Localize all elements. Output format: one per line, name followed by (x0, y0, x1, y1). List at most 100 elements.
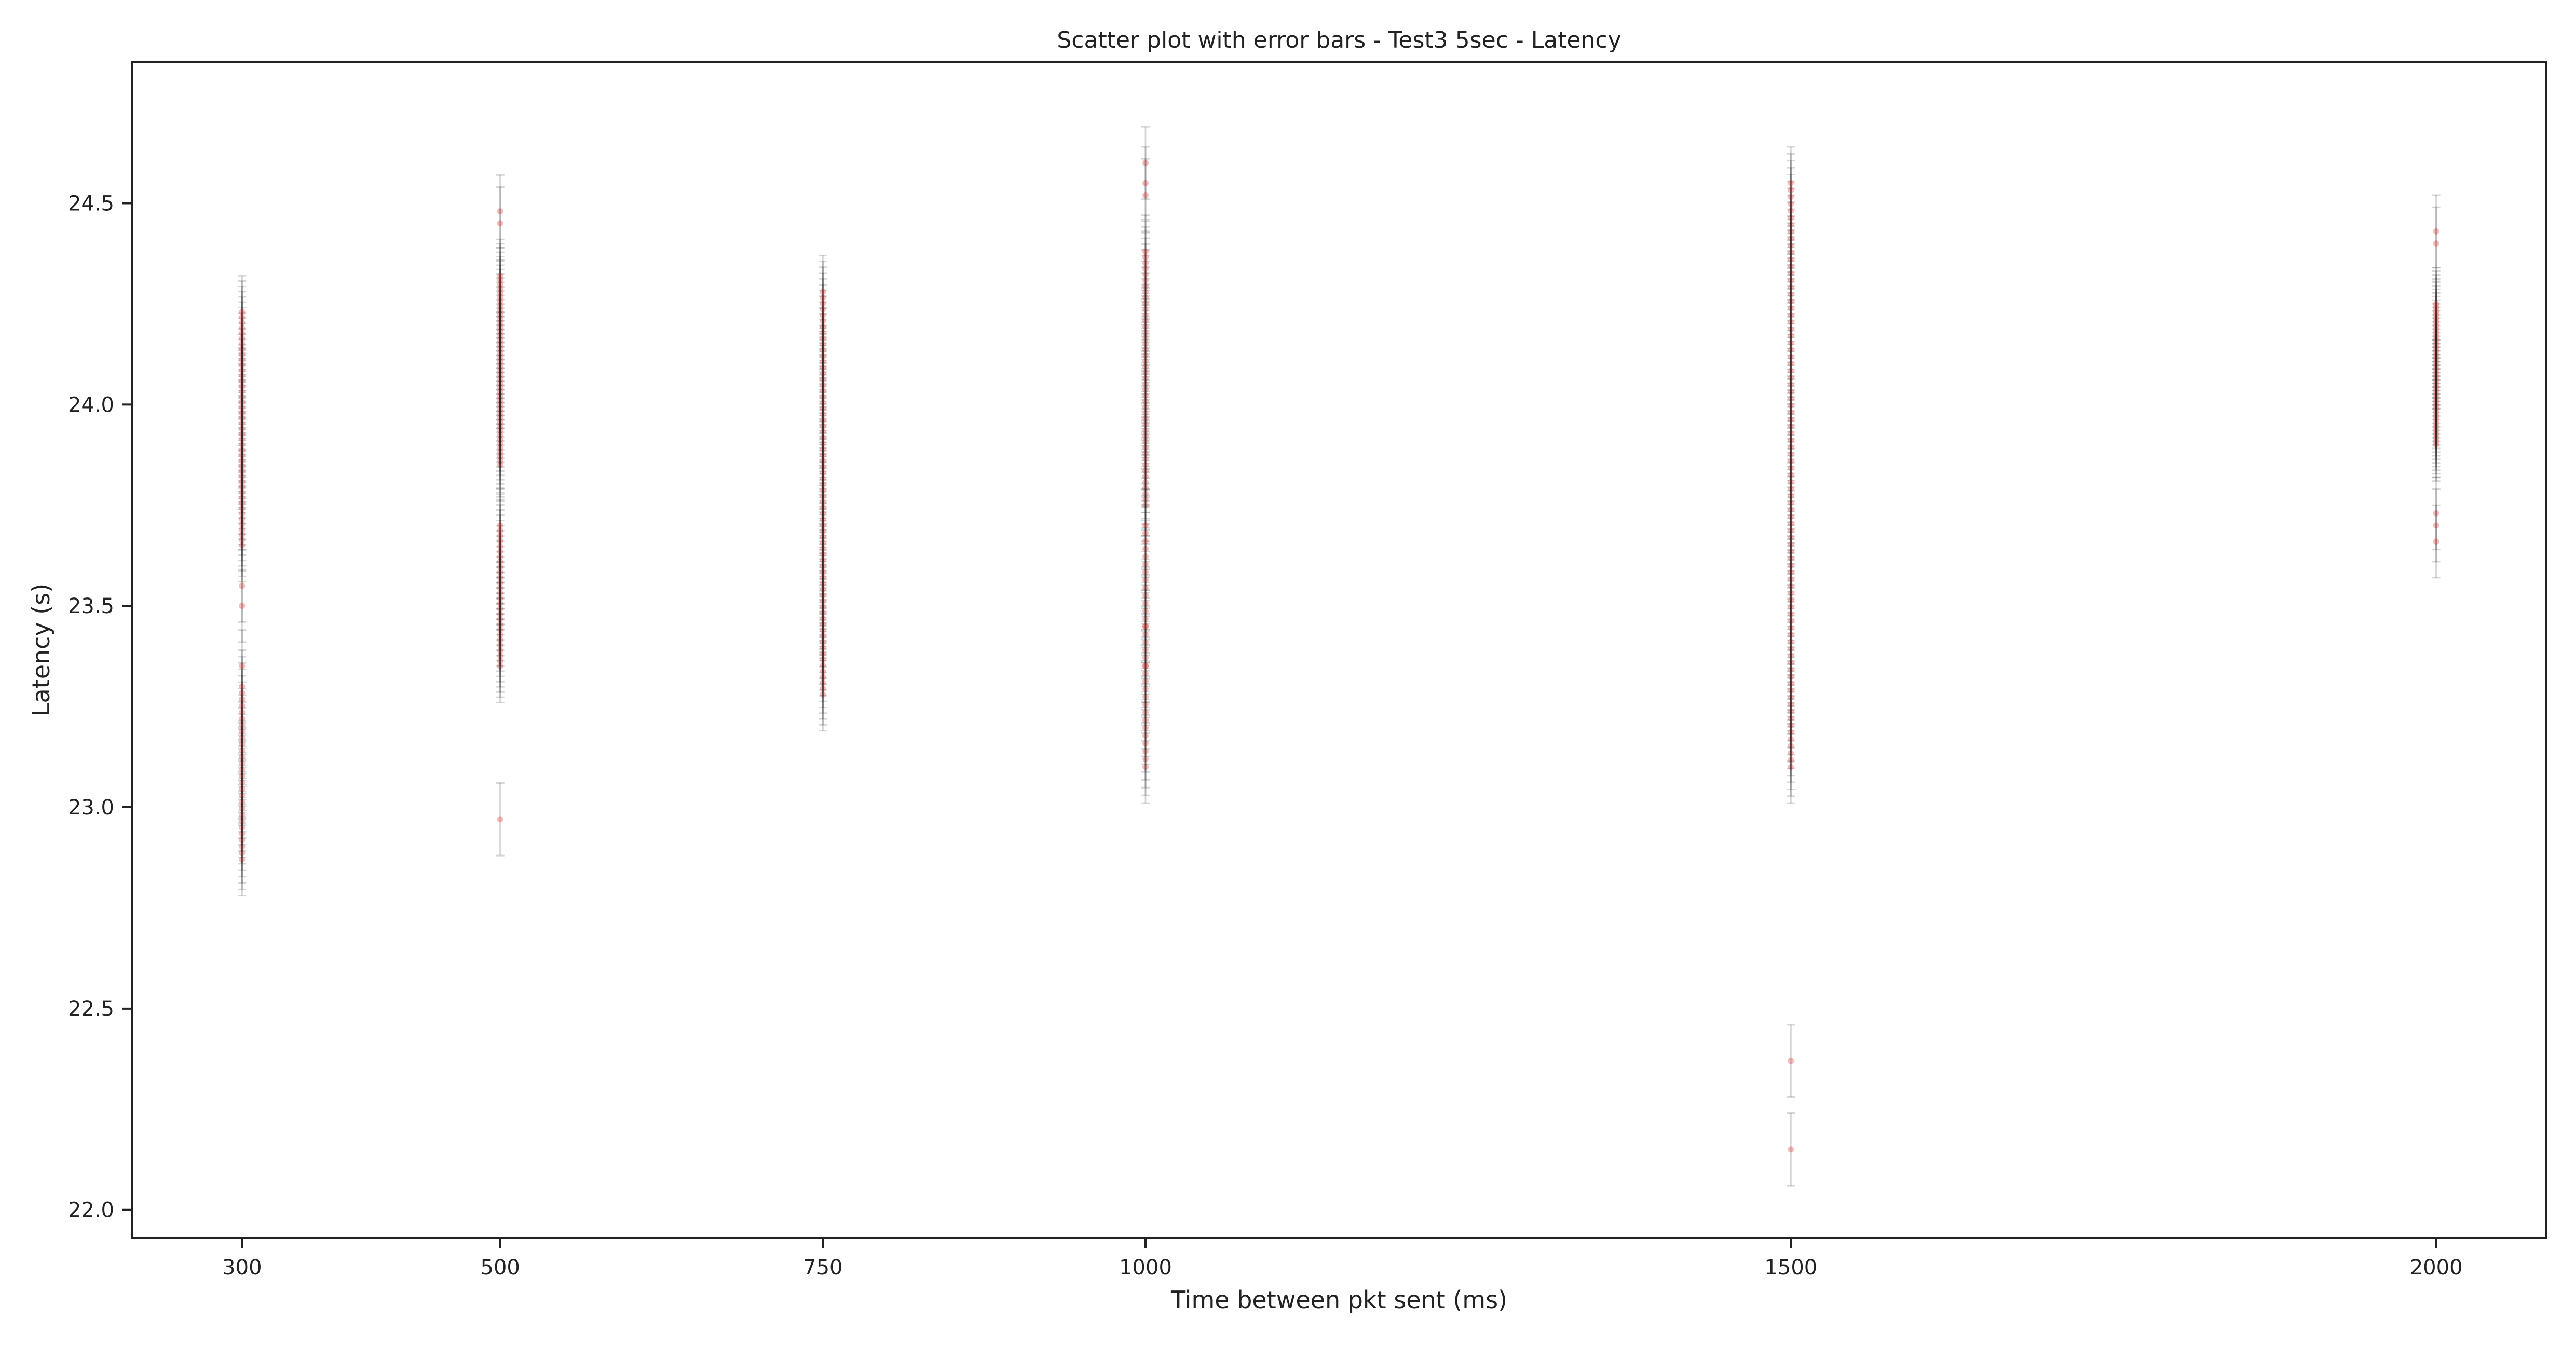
data-point (1142, 387, 1149, 393)
data-point (1788, 729, 1794, 736)
data-point (1142, 756, 1149, 763)
data-point (1788, 527, 1794, 534)
data-point (239, 537, 246, 544)
data-point (1788, 325, 1794, 332)
data-point (2433, 380, 2439, 387)
data-point (1788, 694, 1794, 701)
data-point (239, 324, 246, 331)
data-point (497, 354, 503, 361)
y-tick-label: 23.0 (68, 796, 114, 820)
data-point (497, 548, 503, 555)
data-point (2433, 373, 2439, 379)
data-point (239, 457, 246, 464)
data-point (1788, 485, 1794, 492)
data-point (497, 663, 503, 670)
data-point (1142, 639, 1149, 646)
data-point (239, 811, 246, 818)
data-point (820, 638, 826, 645)
data-point (497, 384, 503, 391)
data-point (2433, 438, 2439, 444)
data-point (497, 320, 503, 327)
data-point (239, 388, 246, 395)
data-point (1788, 180, 1794, 186)
data-point (1142, 352, 1149, 359)
data-point (239, 510, 246, 517)
data-point (497, 590, 503, 596)
data-point (497, 658, 503, 664)
data-point (497, 333, 503, 339)
data-point (497, 397, 503, 404)
data-point (1788, 222, 1794, 228)
data-point (820, 294, 826, 301)
x-tick-label: 1000 (1119, 1256, 1172, 1280)
data-point (239, 335, 246, 342)
data-point (239, 696, 246, 703)
data-point (2433, 405, 2439, 412)
x-tick-label: 750 (803, 1256, 842, 1280)
data-point (497, 285, 503, 292)
data-point (820, 440, 826, 447)
data-point (820, 300, 826, 307)
data-point (2433, 398, 2439, 405)
data-point (2433, 301, 2439, 307)
data-point (820, 493, 826, 499)
data-point (2433, 330, 2439, 336)
data-point (1788, 548, 1794, 555)
data-point (1788, 750, 1794, 756)
y-tick-label: 22.0 (68, 1199, 114, 1222)
data-point (497, 569, 503, 576)
data-point (497, 311, 503, 318)
data-point (820, 557, 826, 564)
data-point (820, 580, 826, 587)
data-point (1142, 496, 1149, 503)
data-point (1788, 507, 1794, 513)
data-point (239, 308, 246, 315)
data-point (1142, 473, 1149, 480)
data-point (1142, 709, 1149, 716)
data-point (1788, 319, 1794, 325)
data-point (820, 650, 826, 657)
data-point (1142, 655, 1149, 661)
data-point (1788, 472, 1794, 479)
data-point (239, 441, 246, 448)
data-point (820, 592, 826, 599)
data-point (820, 364, 826, 371)
data-point (2433, 538, 2439, 545)
data-point (1788, 194, 1794, 200)
data-point (1142, 265, 1149, 272)
data-point (239, 798, 246, 805)
data-point (497, 294, 503, 301)
data-point (239, 754, 246, 760)
data-point (1142, 341, 1149, 347)
data-point (820, 644, 826, 651)
data-point (1142, 553, 1149, 560)
data-point (2433, 308, 2439, 315)
data-point (1788, 465, 1794, 471)
data-point (820, 633, 826, 640)
data-point (239, 532, 246, 538)
data-point (1142, 725, 1149, 731)
data-point (2433, 344, 2439, 350)
data-point (820, 323, 826, 330)
data-point (1788, 305, 1794, 311)
data-point (239, 837, 246, 844)
data-point (1142, 740, 1149, 747)
data-point (239, 526, 246, 533)
data-point (239, 702, 246, 709)
data-point (820, 417, 826, 424)
data-point (1788, 673, 1794, 680)
data-point (239, 431, 246, 438)
data-point (1142, 569, 1149, 576)
data-point (820, 568, 826, 575)
data-point (497, 277, 503, 283)
data-point (1142, 467, 1149, 474)
data-point (1142, 530, 1149, 537)
data-point (2433, 333, 2439, 340)
data-point (1788, 666, 1794, 673)
data-point (820, 393, 826, 400)
data-point (239, 792, 246, 799)
data-point (820, 516, 826, 523)
data-point (1788, 312, 1794, 319)
data-point (820, 434, 826, 441)
data-point (1788, 590, 1794, 596)
